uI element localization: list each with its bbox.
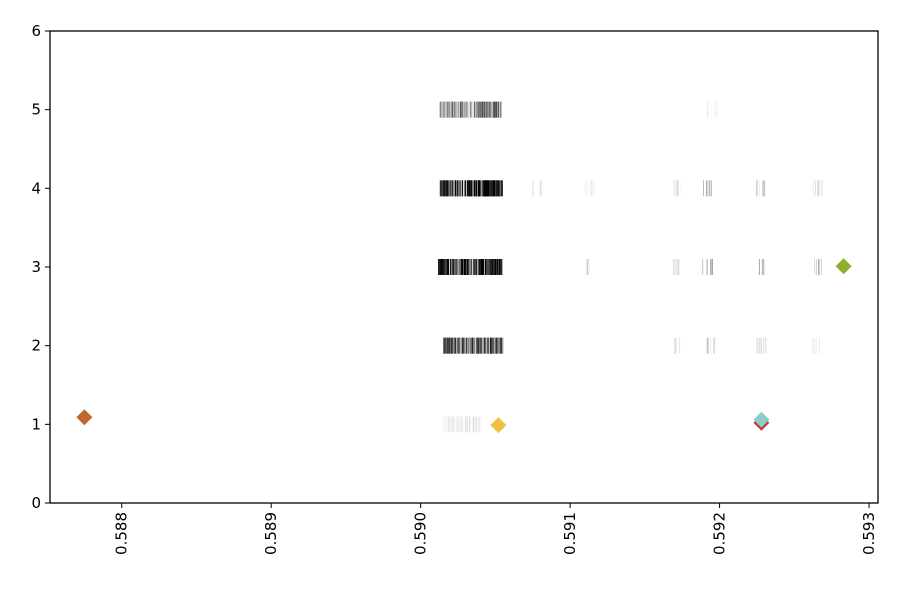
strip-2 — [438, 259, 503, 275]
faint-cluster-11 — [814, 259, 822, 275]
y-tick-label: 4 — [31, 179, 41, 197]
faint-cluster-13 — [706, 337, 716, 354]
faint-cluster-7 — [584, 259, 590, 275]
x-tick-label: 0.589 — [262, 512, 280, 555]
strip-4 — [466, 416, 468, 433]
faint-cluster-3 — [673, 180, 681, 197]
x-axis: 0.588 0.589 0.590 0.591 0.592 0.593 — [113, 503, 878, 555]
y-tick-label: 2 — [31, 337, 41, 355]
plot-area — [76, 101, 852, 434]
faint-cluster-4 — [703, 180, 712, 197]
faint-cluster-8 — [673, 259, 680, 275]
y-tick-label: 5 — [31, 101, 41, 119]
highlight-point-0 — [76, 409, 93, 426]
faint-cluster-10 — [758, 259, 765, 275]
x-tick-label: 0.592 — [711, 512, 729, 555]
faint-cluster-5 — [756, 180, 766, 197]
strip-3 — [442, 337, 504, 354]
y-tick-label: 0 — [31, 494, 41, 512]
strip-1 — [439, 180, 504, 197]
faint-cluster-15 — [812, 337, 820, 354]
highlight-point-1 — [490, 417, 507, 434]
x-tick-label: 0.591 — [561, 512, 579, 555]
highlight-point-3 — [753, 411, 770, 428]
x-tick-label: 0.593 — [860, 512, 878, 555]
y-tick-label: 3 — [31, 258, 41, 276]
faint-cluster-14 — [756, 337, 767, 354]
faint-cluster-6 — [812, 180, 823, 197]
faint-cluster-12 — [673, 337, 680, 354]
y-axis: 0 1 2 3 4 5 6 — [31, 22, 50, 512]
highlight-point-4 — [835, 258, 852, 275]
faint-cluster-1 — [532, 180, 543, 197]
faint-cluster-0 — [706, 101, 718, 118]
strip-0 — [439, 101, 502, 118]
faint-cluster-2 — [585, 180, 595, 197]
x-tick-label: 0.590 — [412, 512, 430, 555]
faint-cluster-9 — [702, 259, 713, 275]
y-tick-label: 6 — [31, 22, 41, 40]
x-tick-label: 0.588 — [113, 512, 131, 555]
y-tick-label: 1 — [31, 415, 41, 433]
